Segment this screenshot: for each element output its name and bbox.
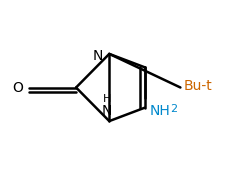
Text: H: H (103, 94, 111, 104)
Text: N: N (93, 49, 103, 63)
Text: N: N (102, 104, 112, 118)
Text: 2: 2 (170, 104, 177, 114)
Text: Bu-t: Bu-t (184, 79, 213, 93)
Text: NH: NH (150, 104, 170, 118)
Text: O: O (12, 80, 23, 94)
